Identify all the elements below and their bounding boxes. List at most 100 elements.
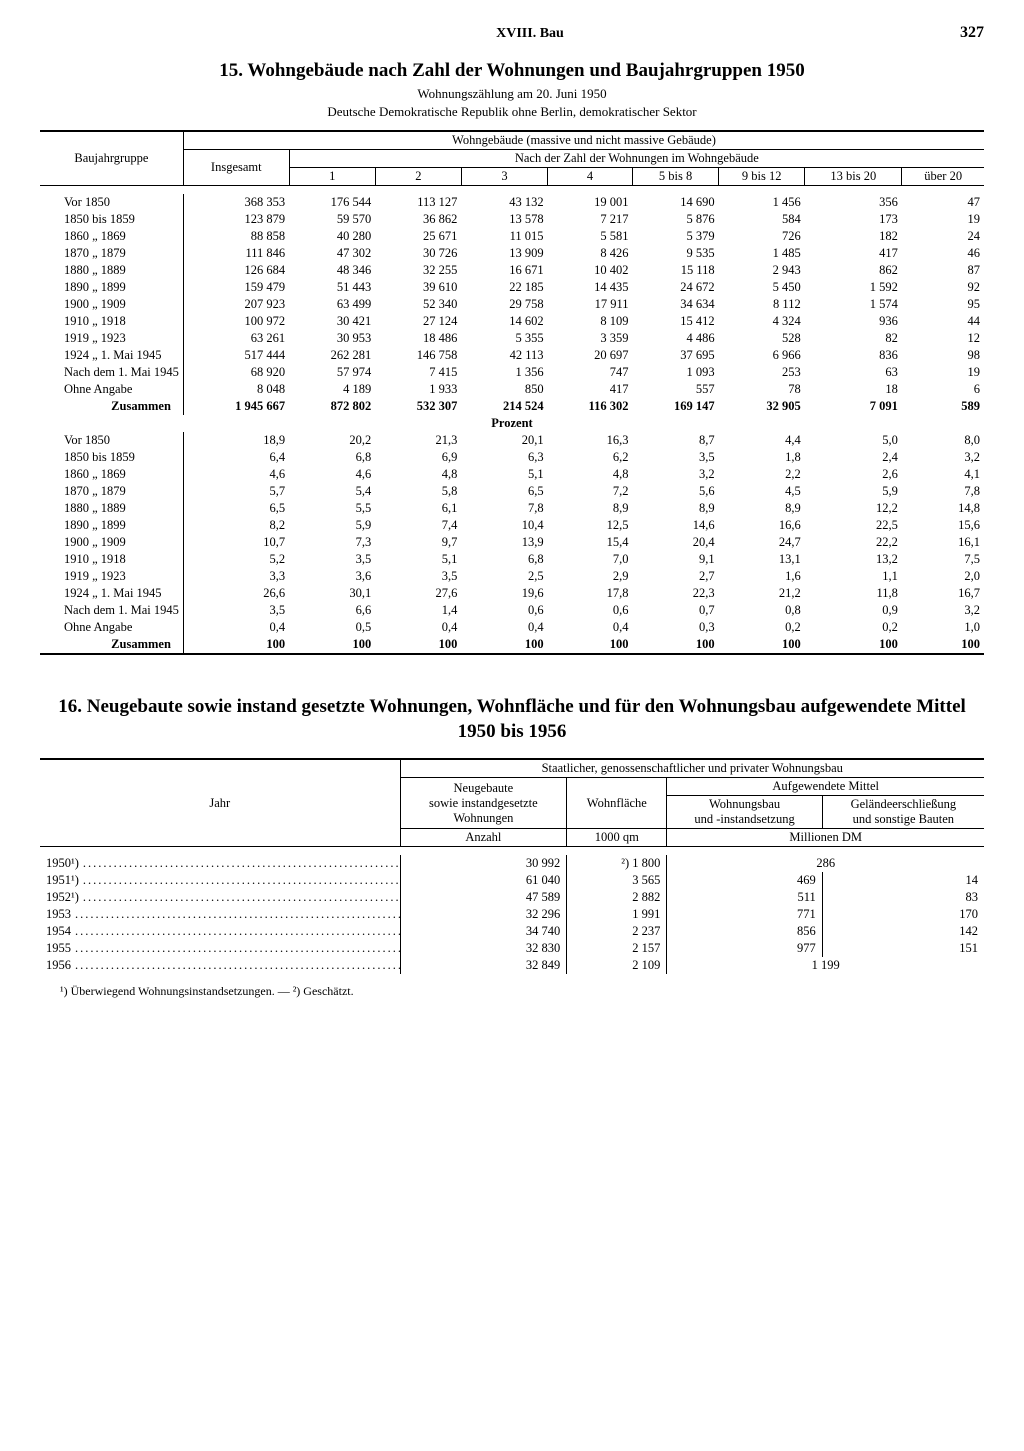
cell: 95 [902,296,984,313]
u34: Millionen DM [667,829,984,847]
cell: 3,2 [902,602,984,619]
cell: 7,4 [375,517,461,534]
cell: 68 920 [183,364,289,381]
cell: 63 261 [183,330,289,347]
cell: 936 [805,313,902,330]
cell: 9,1 [632,551,718,568]
c4b: und sonstige Bauten [853,812,954,826]
cell: 113 127 [375,194,461,211]
cell: 1 592 [805,279,902,296]
cell: 4 324 [719,313,805,330]
sum-cell: 872 802 [289,398,375,415]
year-label: 1951¹) [40,872,400,889]
cell: 10,4 [461,517,547,534]
chapter-label: XVIII. Bau [100,26,960,42]
sum-cell: 100 [805,636,902,654]
cell: 7,8 [902,483,984,500]
cell: 9 535 [632,245,718,262]
cell: 34 740 [400,923,567,940]
cell: 52 340 [375,296,461,313]
cell: 16 671 [461,262,547,279]
cell: 51 443 [289,279,375,296]
cell: 4 486 [632,330,718,347]
cell: 862 [805,262,902,279]
cell: 16,3 [548,432,633,449]
cell: 32 296 [400,906,567,923]
row-label: 1924 „ 1. Mai 1945 [40,347,183,364]
c3b: und -instandsetzung [694,812,794,826]
cell: 15,4 [548,534,633,551]
col-group: Wohngebäude (massive und nicht massive G… [183,131,984,150]
cell: 5,9 [805,483,902,500]
cell: 44 [902,313,984,330]
cell: 8,7 [632,432,718,449]
sum-cell: 100 [375,636,461,654]
cell: 83 [822,889,984,906]
t15-col: über 20 [902,168,984,186]
cell: 18 486 [375,330,461,347]
cell: 13,1 [719,551,805,568]
cell: 20,4 [632,534,718,551]
sum-cell: 100 [183,636,289,654]
year-label: 1953 [40,906,400,923]
cell: 6,3 [461,449,547,466]
cell: 46 [902,245,984,262]
sum-cell: 32 905 [719,398,805,415]
cell: 5,2 [183,551,289,568]
cell-span: 286 [667,855,984,872]
cell: 7 217 [548,211,633,228]
cell: 584 [719,211,805,228]
cell: 42 113 [461,347,547,364]
u1: Anzahl [400,829,567,847]
year-label: 1950¹) [40,855,400,872]
cell: 0,2 [719,619,805,636]
cell: 6,6 [289,602,375,619]
year-label: 1956 [40,957,400,974]
cell: 1 456 [719,194,805,211]
sum-cell: 116 302 [548,398,633,415]
cell: 5,1 [461,466,547,483]
cell: 5,9 [289,517,375,534]
row-label: Nach dem 1. Mai 1945 [40,364,183,381]
sum-cell: 532 307 [375,398,461,415]
cell: 24 672 [632,279,718,296]
cell: 123 879 [183,211,289,228]
c1b: sowie instandgesetzte [429,796,538,810]
row-label: 1910 „ 1918 [40,313,183,330]
table15-sub2: Deutsche Demokratische Republik ohne Ber… [40,104,984,120]
cell: 3 565 [567,872,667,889]
table16-title: 16. Neugebaute sowie instand gesetzte Wo… [40,695,984,744]
cell: 5 355 [461,330,547,347]
cell: 15,6 [902,517,984,534]
cell: 13,9 [461,534,547,551]
table15: Baujahrgruppe Wohngebäude (massive und n… [40,130,984,655]
cell: 25 671 [375,228,461,245]
cell: 1,4 [375,602,461,619]
cell: 7,5 [902,551,984,568]
cell: 0,4 [461,619,547,636]
t16-stub: Jahr [40,759,400,847]
cell: 11,8 [805,585,902,602]
cell: 32 849 [400,957,567,974]
cell: 253 [719,364,805,381]
cell: ²) 1 800 [567,855,667,872]
cell: 0,4 [548,619,633,636]
cell: 6,5 [183,500,289,517]
sum-cell: 100 [548,636,633,654]
t15-col: 3 [461,168,547,186]
cell: 82 [805,330,902,347]
cell: 12 [902,330,984,347]
cell: 2,0 [902,568,984,585]
cell: 5,4 [289,483,375,500]
c2: Wohnfläche [567,778,667,829]
page-header: XVIII. Bau 327 [40,24,984,42]
cell: 3,2 [632,466,718,483]
cell: 6,8 [461,551,547,568]
sub-group: Nach der Zahl der Wohnungen im Wohngebäu… [289,150,984,168]
sum-cell: 214 524 [461,398,547,415]
t15-col: 4 [548,168,633,186]
cell: 10 402 [548,262,633,279]
cell: 2 109 [567,957,667,974]
cell: 5 581 [548,228,633,245]
cell: 13 578 [461,211,547,228]
